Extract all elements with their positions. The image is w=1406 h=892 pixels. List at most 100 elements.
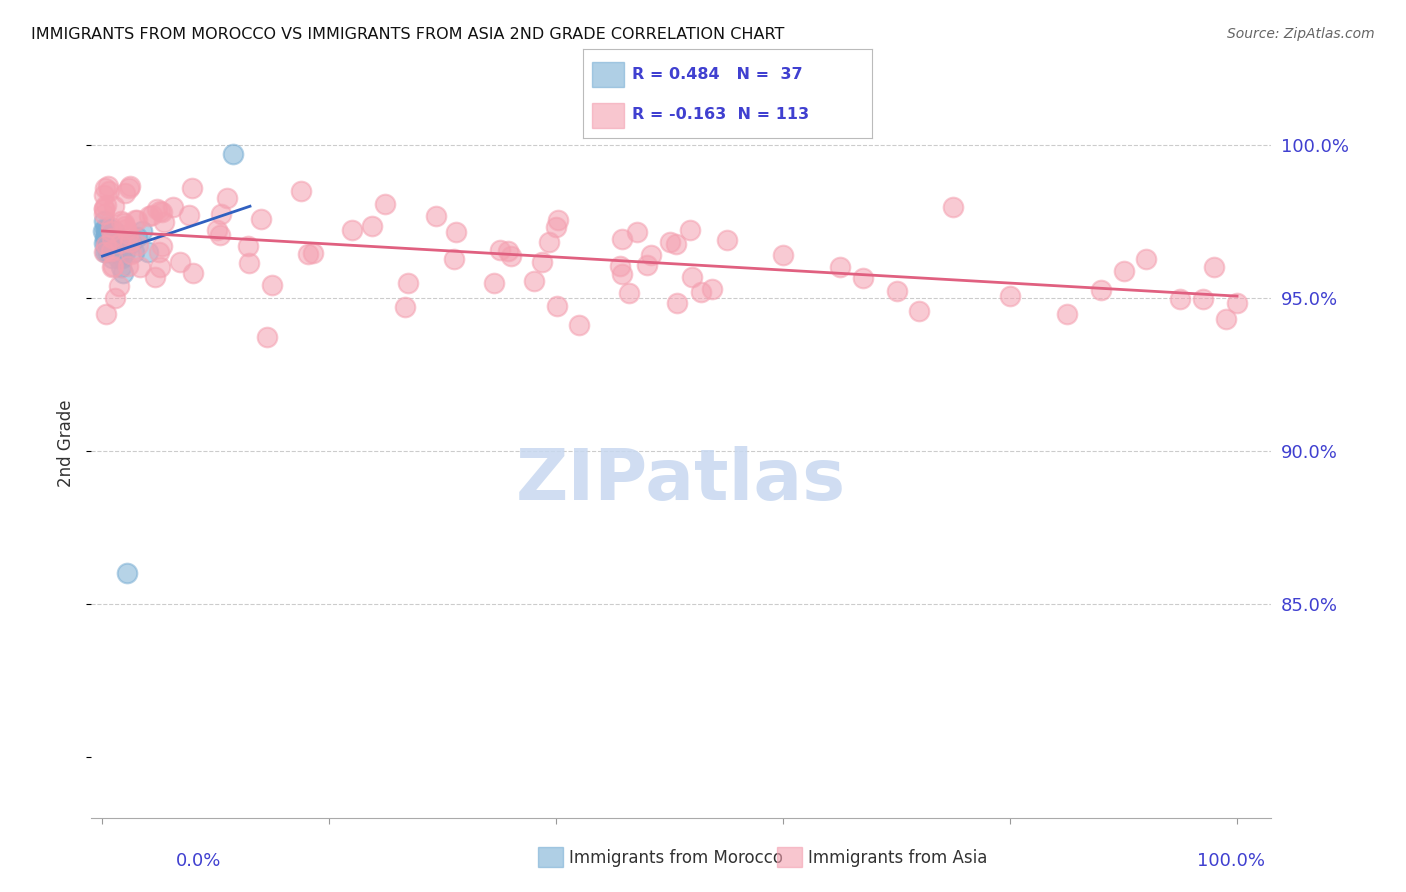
Point: [360, 219, 382, 234]
Point: [96, 245, 118, 260]
Point: [396, 276, 419, 290]
Point: [94, 238, 117, 252]
Point: [612, 232, 634, 246]
Point: [125, 229, 148, 244]
Point: [1226, 295, 1249, 310]
Point: [340, 223, 363, 237]
Bar: [592, 103, 624, 128]
Point: [425, 209, 447, 223]
Point: [488, 243, 510, 257]
Point: [117, 227, 139, 241]
Point: [666, 295, 689, 310]
Point: [129, 260, 152, 275]
Point: [94, 224, 117, 238]
Point: [496, 244, 519, 259]
Point: [93, 235, 115, 250]
Point: [1112, 264, 1135, 278]
Point: [682, 269, 704, 284]
Point: [103, 199, 125, 213]
Point: [112, 216, 135, 230]
Point: [177, 208, 200, 222]
Point: [609, 259, 631, 273]
Point: [612, 267, 634, 281]
Point: [100, 229, 122, 244]
Point: [908, 303, 931, 318]
Point: [100, 244, 122, 259]
Point: [1192, 292, 1215, 306]
Point: [181, 181, 204, 195]
Point: [141, 208, 163, 222]
Point: [162, 200, 184, 214]
Point: [93, 245, 115, 260]
Bar: [592, 62, 624, 87]
Point: [444, 225, 467, 239]
Text: Source: ZipAtlas.com: Source: ZipAtlas.com: [1227, 27, 1375, 41]
Point: [238, 256, 260, 270]
Point: [256, 330, 278, 344]
Point: [150, 239, 173, 253]
Point: [124, 213, 146, 227]
Point: [640, 248, 662, 262]
Point: [544, 220, 567, 235]
Point: [105, 235, 128, 250]
Point: [114, 222, 136, 236]
Point: [108, 236, 131, 251]
Point: [302, 246, 325, 260]
Point: [127, 213, 149, 227]
Point: [716, 233, 738, 247]
Point: [101, 245, 124, 260]
Point: [114, 186, 136, 201]
Point: [93, 201, 115, 215]
Point: [1056, 307, 1078, 321]
Point: [107, 279, 129, 293]
Point: [547, 213, 569, 227]
Point: [100, 251, 122, 265]
Point: [94, 307, 117, 321]
Point: [209, 207, 232, 221]
Point: [122, 245, 145, 260]
Text: 100.0%: 100.0%: [1198, 852, 1265, 870]
Point: [531, 255, 554, 269]
Point: [98, 224, 121, 238]
Point: [617, 286, 640, 301]
Point: [100, 235, 122, 250]
Point: [117, 260, 139, 274]
Point: [91, 224, 114, 238]
Point: [443, 252, 465, 267]
Point: [101, 231, 124, 245]
Point: [626, 225, 648, 239]
Point: [97, 179, 120, 194]
Point: [702, 282, 724, 296]
Point: [207, 222, 229, 236]
Point: [499, 249, 522, 263]
Point: [484, 277, 506, 291]
Point: [143, 269, 166, 284]
Point: [97, 220, 120, 235]
Point: [942, 200, 965, 214]
Point: [117, 566, 139, 581]
Point: [149, 260, 172, 275]
Text: Immigrants from Morocco: Immigrants from Morocco: [568, 849, 783, 867]
Text: R = 0.484   N =  37: R = 0.484 N = 37: [633, 67, 803, 81]
Point: [118, 179, 141, 194]
Point: [103, 224, 125, 238]
Point: [114, 245, 136, 260]
Point: [93, 214, 115, 228]
Point: [1135, 252, 1157, 266]
Point: [94, 229, 117, 244]
Point: [94, 245, 117, 260]
Point: [93, 202, 115, 216]
Point: [215, 191, 238, 205]
Point: [94, 198, 117, 212]
Point: [107, 251, 129, 265]
Point: [111, 267, 134, 281]
Point: [100, 224, 122, 238]
Point: [93, 187, 115, 202]
Point: [636, 258, 658, 272]
Text: Immigrants from Asia: Immigrants from Asia: [808, 849, 987, 867]
Point: [136, 245, 159, 260]
Point: [886, 285, 908, 299]
Point: [852, 271, 875, 285]
Point: [1168, 292, 1191, 306]
Point: [110, 260, 132, 275]
